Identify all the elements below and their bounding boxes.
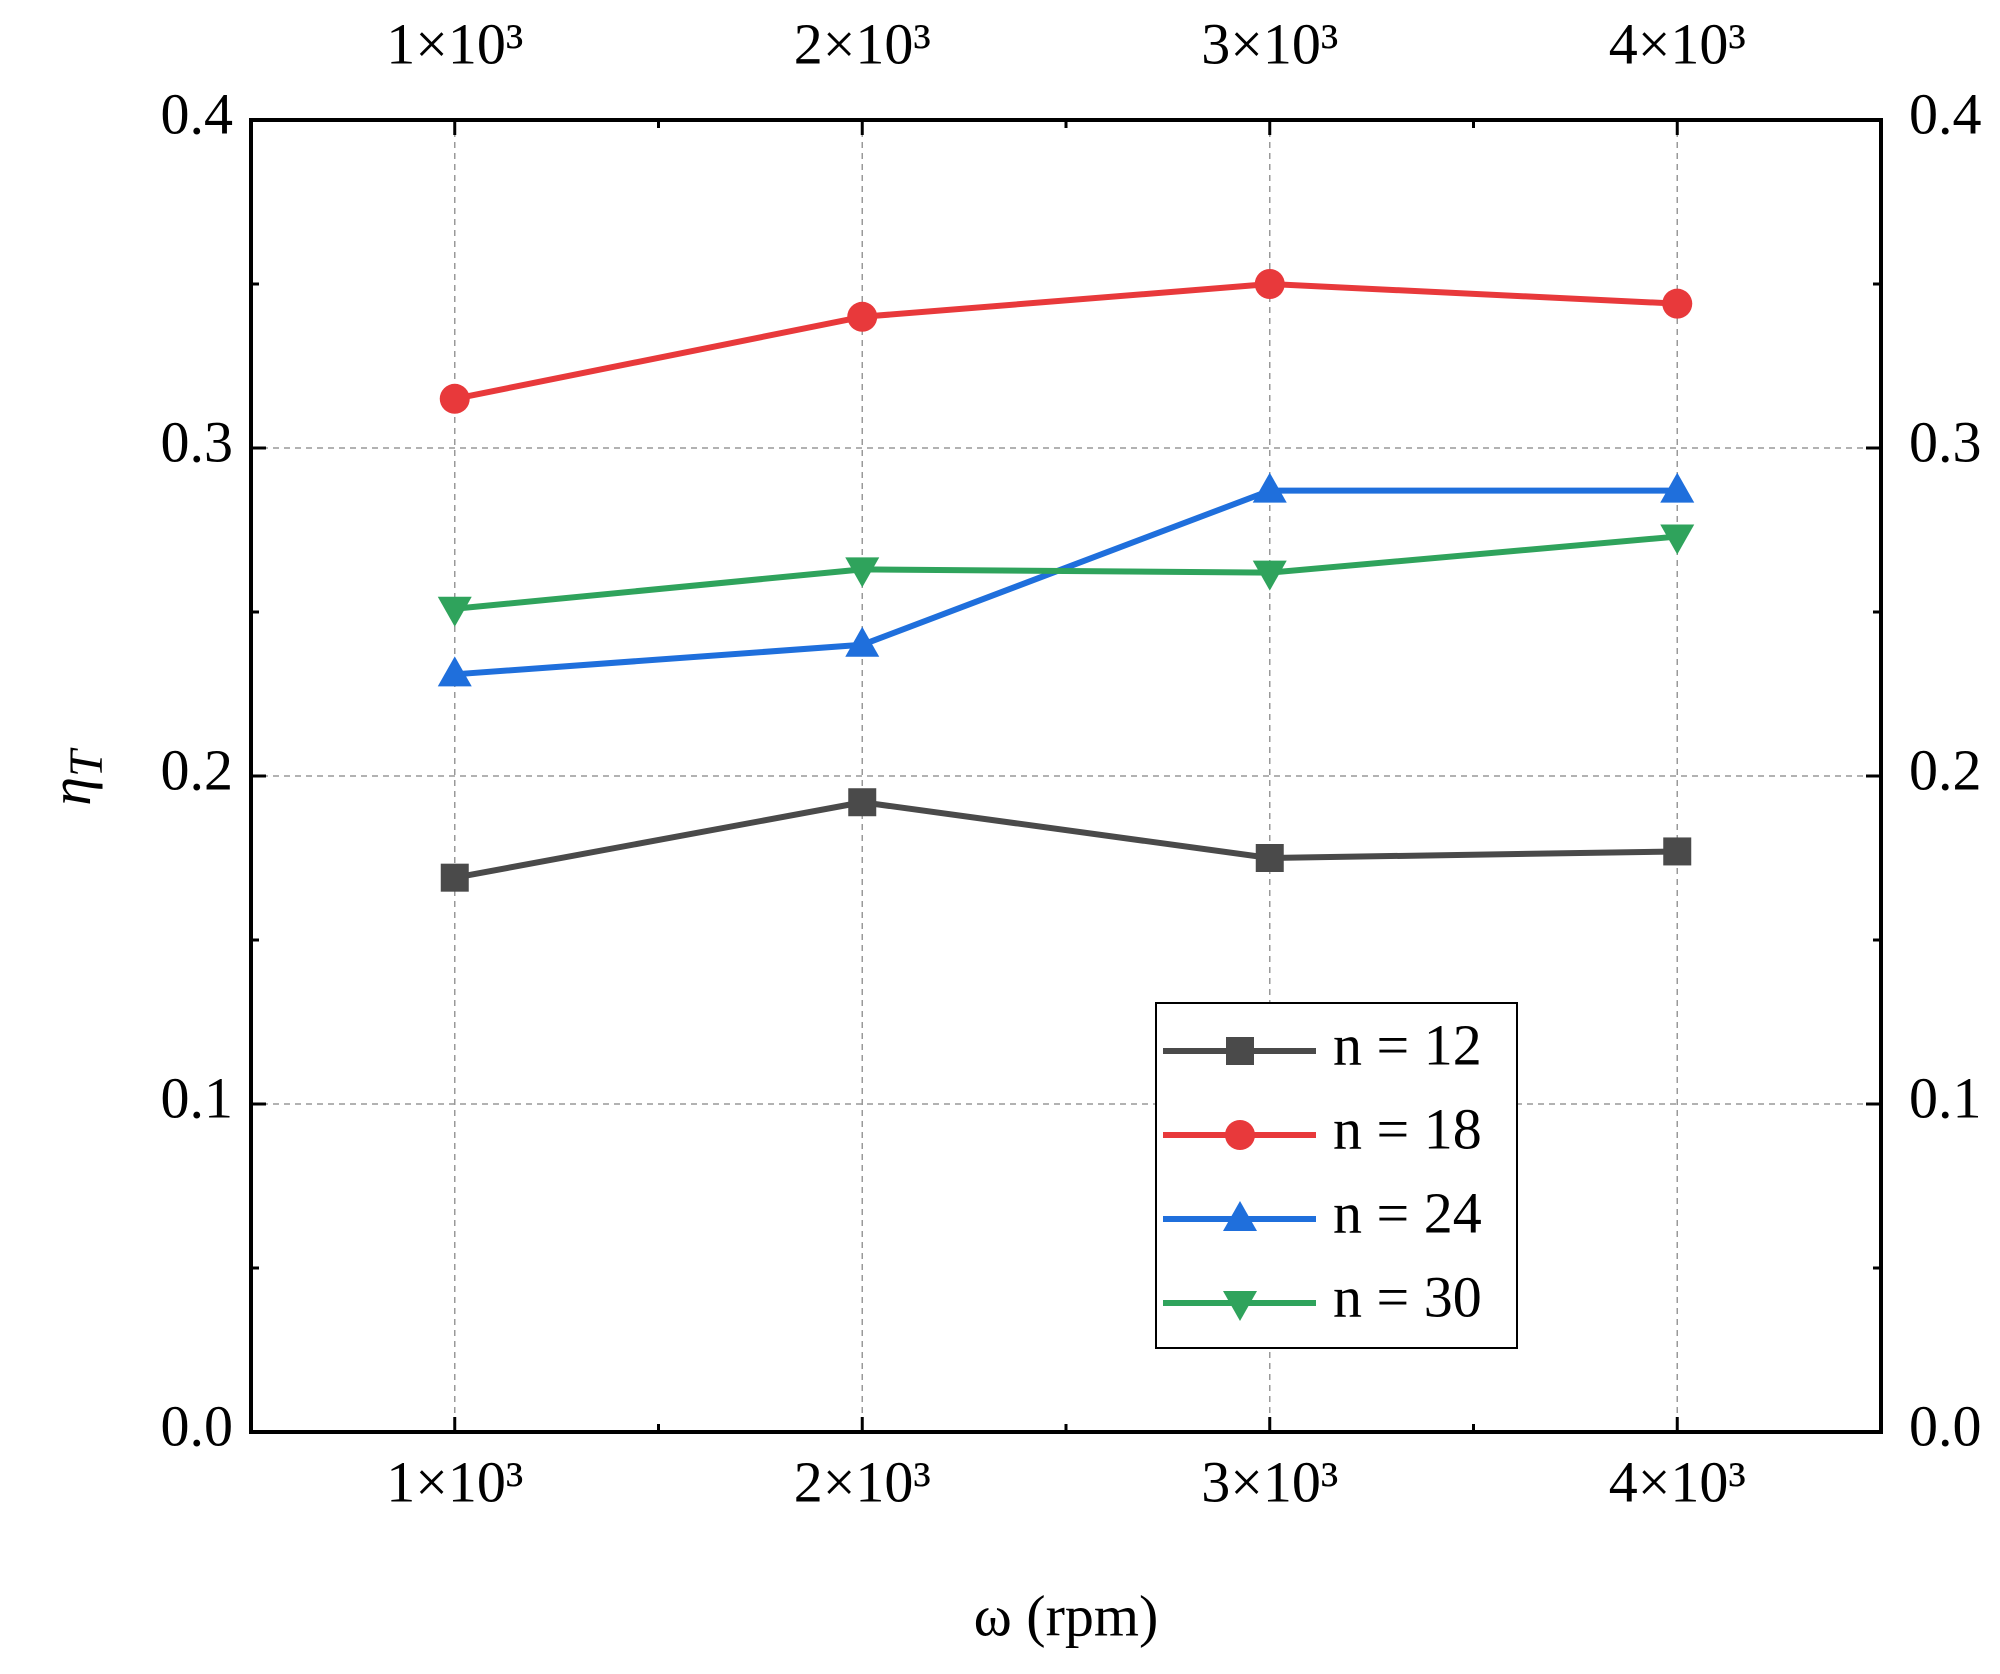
marker	[1226, 1037, 1254, 1065]
legend-label: n = 18	[1333, 1096, 1482, 1161]
marker	[1662, 288, 1693, 319]
marker	[437, 656, 472, 687]
y-axis-label: ηT	[38, 747, 113, 806]
marker	[1252, 560, 1287, 591]
marker	[1254, 269, 1285, 299]
y-tick-label: 0.0	[161, 1393, 234, 1458]
y-label-symbol: η	[38, 777, 103, 806]
marker	[1225, 1120, 1255, 1150]
series-line	[454, 487, 1678, 678]
legend-box	[1155, 1002, 1518, 1349]
x-tick-label: 2×10³	[794, 1449, 931, 1514]
x-tick-label: 4×10³	[1609, 1449, 1746, 1514]
marker	[847, 301, 878, 332]
marker	[1663, 837, 1692, 866]
series-line	[454, 799, 1678, 881]
series-line	[454, 281, 1678, 402]
marker	[845, 626, 880, 657]
y-tick-label: 0.4	[161, 81, 234, 146]
x2-tick-label: 4×10³	[1609, 11, 1746, 76]
y2-tick-label: 0.4	[1909, 81, 1982, 146]
y-label-subscript: T	[60, 747, 113, 777]
marker	[848, 788, 877, 817]
series-line	[454, 533, 1678, 612]
marker	[437, 596, 472, 627]
x2-tick-label: 3×10³	[1201, 11, 1338, 76]
marker	[1252, 472, 1287, 503]
y2-tick-label: 0.2	[1909, 737, 1982, 802]
y2-tick-label: 0.1	[1909, 1065, 1982, 1130]
plot-frame	[249, 118, 1883, 1434]
marker	[1255, 844, 1284, 872]
marker	[845, 557, 880, 588]
y-tick-label: 0.3	[161, 409, 234, 474]
x-axis-label: ω (rpm)	[974, 1583, 1159, 1648]
y-tick-label: 0.2	[161, 737, 234, 802]
y2-tick-label: 0.0	[1909, 1393, 1982, 1458]
marker	[439, 383, 470, 414]
marker	[1660, 472, 1695, 503]
y2-tick-label: 0.3	[1909, 409, 1982, 474]
legend-label: n = 12	[1333, 1012, 1482, 1077]
legend-label: n = 24	[1333, 1180, 1482, 1245]
x-tick-label: 1×10³	[386, 1449, 523, 1514]
y-tick-label: 0.1	[161, 1065, 234, 1130]
legend-label: n = 30	[1333, 1264, 1482, 1329]
marker	[1660, 524, 1695, 555]
marker	[440, 863, 469, 892]
x-tick-label: 3×10³	[1201, 1449, 1338, 1514]
x2-tick-label: 1×10³	[386, 11, 523, 76]
marker	[1223, 1201, 1257, 1231]
x2-tick-label: 2×10³	[794, 11, 931, 76]
marker	[1223, 1291, 1257, 1321]
